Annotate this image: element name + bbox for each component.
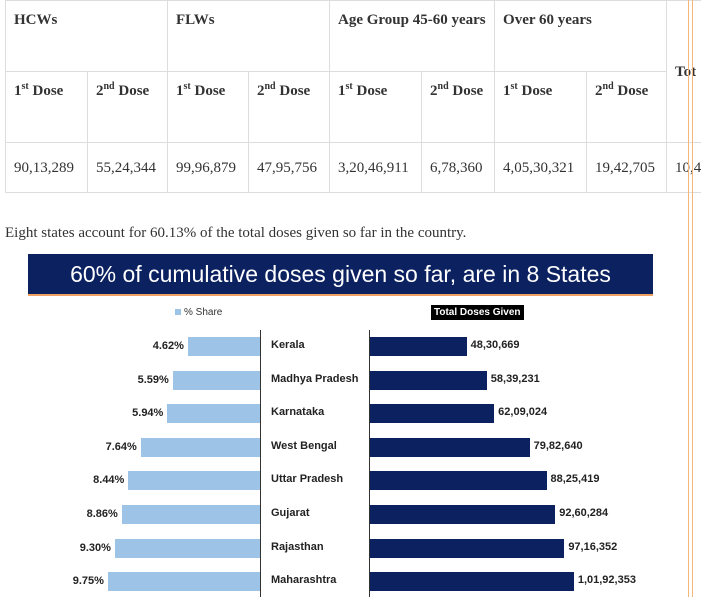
header-age-45-60: Age Group 45-60 years xyxy=(329,0,496,72)
legend-swatch xyxy=(175,309,181,315)
legend-share-label: % Share xyxy=(184,307,223,318)
dose-header: 2nd Dose xyxy=(247,71,331,143)
share-bar xyxy=(187,337,260,356)
state-label: Kerala xyxy=(271,339,305,351)
share-bar xyxy=(172,370,260,390)
share-label: 8.44% xyxy=(93,474,125,487)
doses-bar xyxy=(370,337,467,356)
dose-value: 47,95,756 xyxy=(247,142,331,193)
share-label: 8.86% xyxy=(86,508,118,520)
doses-bar xyxy=(370,505,556,524)
header-hcws: HCWs xyxy=(5,0,168,72)
dose-header: 1st Dose xyxy=(329,71,423,143)
state-label: Uttar Pradesh xyxy=(271,473,344,486)
state-label: Gujarat xyxy=(271,507,310,519)
doses-bar xyxy=(370,370,487,390)
dose-value: 19,42,705 xyxy=(586,142,668,193)
states-doses-chart: 60% of cumulative doses given so far, ar… xyxy=(0,250,701,597)
doses-bar xyxy=(370,538,565,558)
dose-value: 4,05,30,321 xyxy=(494,142,588,193)
chart-title: 60% of cumulative doses given so far, ar… xyxy=(28,254,653,296)
summary-paragraph: Eight states account for 60.13% of the t… xyxy=(5,225,467,241)
state-label: Maharashtra xyxy=(271,574,337,587)
doses-label: 48,30,669 xyxy=(470,339,520,351)
share-bar xyxy=(140,437,260,457)
share-bar xyxy=(107,572,260,592)
dose-value: 99,96,879 xyxy=(167,142,249,193)
doses-label: 62,09,024 xyxy=(498,406,548,419)
doses-bar xyxy=(370,437,530,457)
state-label: Madhya Pradesh xyxy=(271,372,359,385)
dose-header: 1st Dose xyxy=(494,71,588,143)
page-gutter-line xyxy=(688,0,693,597)
legend-share: % Share xyxy=(175,307,222,318)
share-bar xyxy=(167,404,260,424)
share-bar xyxy=(128,471,260,491)
dose-header: 2nd Dose xyxy=(421,71,496,143)
doses-bar xyxy=(370,572,574,592)
header-over-60: Over 60 years xyxy=(494,0,668,72)
share-label: 9.30% xyxy=(79,541,111,554)
doses-label: 97,16,352 xyxy=(568,540,618,553)
header-total: Tot xyxy=(666,0,701,143)
dose-value: 6,78,360 xyxy=(421,142,496,193)
dose-header: 2nd Dose xyxy=(586,71,668,143)
left-axis xyxy=(260,330,261,597)
doses-bar xyxy=(370,471,547,491)
share-label: 9.75% xyxy=(72,575,104,588)
vaccination-table: HCWs FLWs Age Group 45-60 years Over 60 … xyxy=(5,0,701,193)
share-bar xyxy=(121,505,260,524)
state-label: Karnataka xyxy=(271,406,325,419)
state-label: West Bengal xyxy=(271,439,337,452)
doses-label: 92,60,284 xyxy=(559,507,609,519)
dose-header: 2nd Dose xyxy=(87,71,168,143)
dose-header: 1st Dose xyxy=(5,71,88,143)
doses-label: 88,25,419 xyxy=(550,473,600,486)
dose-value: 55,24,344 xyxy=(87,142,168,193)
state-label: Rajasthan xyxy=(271,540,324,553)
doses-label: 1,01,92,353 xyxy=(577,574,636,587)
doses-bar xyxy=(370,404,495,424)
share-label: 4.62% xyxy=(152,340,184,352)
doses-label: 58,39,231 xyxy=(490,372,540,385)
dose-header: 1st Dose xyxy=(167,71,249,143)
share-bar xyxy=(114,538,260,558)
share-label: 5.94% xyxy=(132,407,164,420)
right-axis xyxy=(369,330,370,597)
header-flws: FLWs xyxy=(166,0,331,72)
share-label: 7.64% xyxy=(105,440,137,453)
dose-value: 90,13,289 xyxy=(5,142,88,193)
share-label: 5.59% xyxy=(137,373,169,386)
doses-label: 79,82,640 xyxy=(533,439,583,452)
legend-total-doses: Total Doses Given xyxy=(431,305,524,320)
dose-value: 3,20,46,911 xyxy=(329,142,423,193)
dose-value: 10,4 xyxy=(666,142,701,193)
